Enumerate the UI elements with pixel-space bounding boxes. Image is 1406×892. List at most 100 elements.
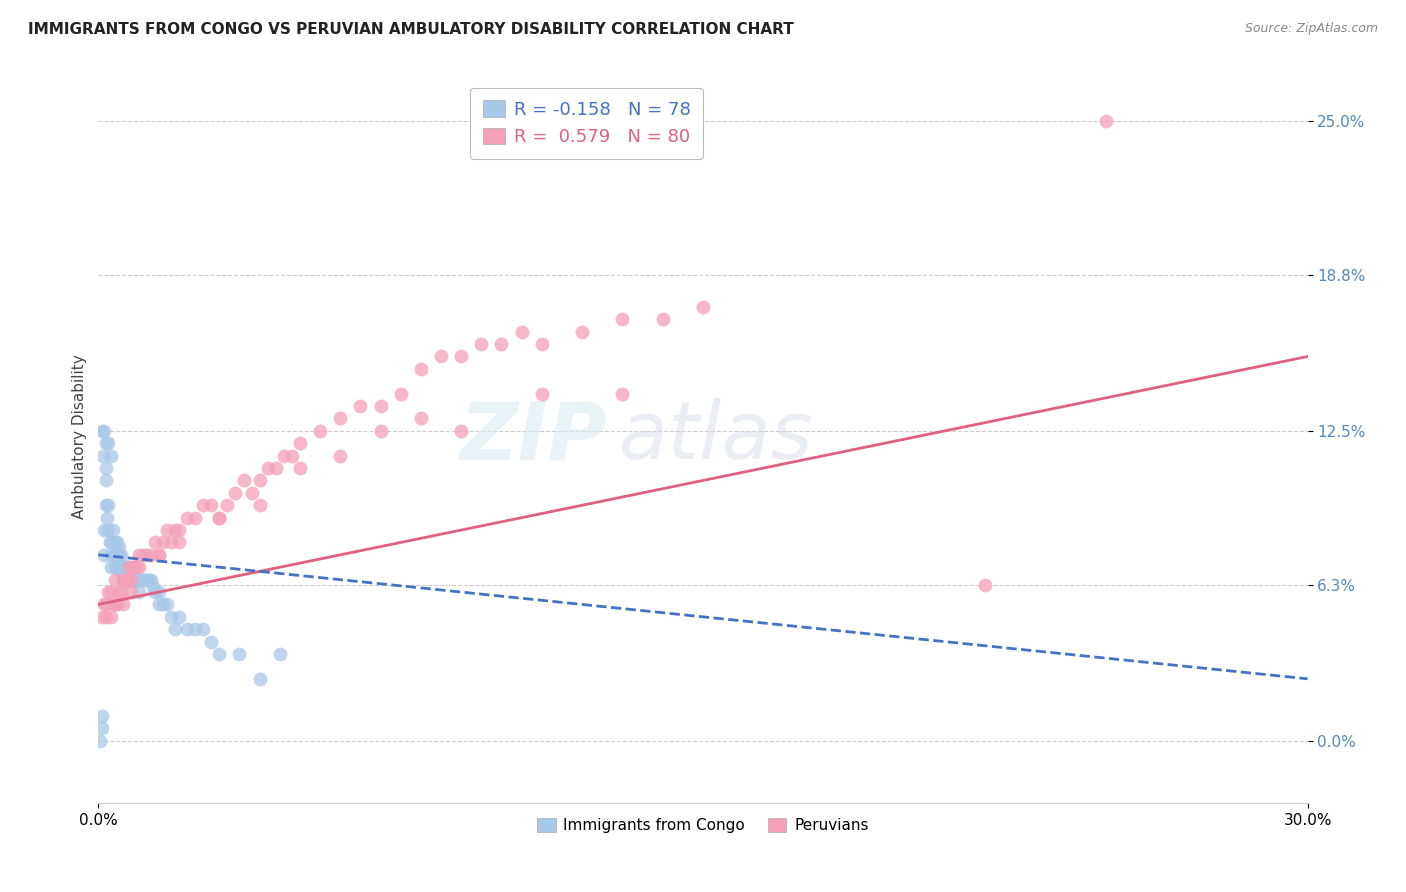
Point — [152, 598, 174, 612]
Point — [104, 548, 127, 562]
Point — [132, 548, 155, 562]
Point — [148, 585, 170, 599]
Point — [100, 548, 122, 562]
Point — [651, 312, 673, 326]
Point — [256, 461, 278, 475]
Point — [124, 560, 146, 574]
Point — [115, 560, 138, 574]
Point — [107, 585, 129, 599]
Point — [148, 548, 170, 562]
Point — [160, 610, 183, 624]
Point — [89, 734, 111, 748]
Point — [100, 610, 122, 624]
Point — [200, 634, 222, 648]
Point — [112, 560, 135, 574]
Point — [125, 560, 148, 574]
Point — [103, 548, 125, 562]
Point — [329, 449, 352, 463]
Point — [105, 598, 128, 612]
Point — [450, 424, 472, 438]
Point — [1095, 114, 1118, 128]
Point — [163, 523, 186, 537]
Point — [120, 585, 142, 599]
Point — [100, 560, 122, 574]
Point — [240, 486, 263, 500]
Point — [409, 362, 432, 376]
Point — [491, 337, 513, 351]
Point — [389, 386, 412, 401]
Point — [370, 424, 392, 438]
Point — [122, 573, 145, 587]
Point — [91, 610, 114, 624]
Point — [93, 523, 115, 537]
Point — [115, 573, 138, 587]
Text: IMMIGRANTS FROM CONGO VS PERUVIAN AMBULATORY DISABILITY CORRELATION CHART: IMMIGRANTS FROM CONGO VS PERUVIAN AMBULA… — [28, 22, 794, 37]
Point — [111, 598, 134, 612]
Point — [692, 300, 714, 314]
Point — [127, 573, 149, 587]
Point — [117, 565, 139, 579]
Point — [91, 709, 114, 723]
Point — [138, 573, 160, 587]
Point — [121, 573, 143, 587]
Point — [128, 585, 150, 599]
Point — [530, 337, 553, 351]
Point — [281, 449, 304, 463]
Point — [114, 560, 136, 574]
Point — [103, 560, 125, 574]
Point — [120, 573, 142, 587]
Point — [228, 647, 250, 661]
Point — [184, 622, 207, 636]
Point — [101, 523, 124, 537]
Point — [110, 548, 132, 562]
Y-axis label: Ambulatory Disability: Ambulatory Disability — [72, 355, 87, 519]
Point — [135, 573, 157, 587]
Point — [115, 573, 138, 587]
Point — [176, 622, 198, 636]
Point — [208, 510, 231, 524]
Point — [91, 449, 114, 463]
Point — [93, 598, 115, 612]
Point — [470, 337, 492, 351]
Point — [143, 585, 166, 599]
Point — [139, 548, 162, 562]
Point — [103, 535, 125, 549]
Point — [105, 560, 128, 574]
Point — [111, 573, 134, 587]
Point — [91, 424, 114, 438]
Point — [193, 498, 215, 512]
Point — [100, 585, 122, 599]
Point — [612, 312, 634, 326]
Point — [139, 573, 162, 587]
Point — [121, 560, 143, 574]
Point — [118, 573, 141, 587]
Point — [217, 498, 239, 512]
Point — [107, 560, 129, 574]
Point — [200, 498, 222, 512]
Point — [97, 436, 120, 450]
Point — [156, 523, 179, 537]
Point — [510, 325, 533, 339]
Point — [110, 565, 132, 579]
Point — [148, 598, 170, 612]
Point — [530, 386, 553, 401]
Point — [111, 560, 134, 574]
Point — [148, 548, 170, 562]
Point — [309, 424, 332, 438]
Point — [107, 548, 129, 562]
Point — [974, 577, 997, 591]
Point — [329, 411, 352, 425]
Point — [612, 386, 634, 401]
Point — [96, 461, 118, 475]
Point — [93, 424, 115, 438]
Point — [430, 350, 453, 364]
Point — [163, 622, 186, 636]
Point — [107, 548, 129, 562]
Point — [101, 598, 124, 612]
Point — [208, 647, 231, 661]
Point — [132, 573, 155, 587]
Point — [370, 399, 392, 413]
Point — [108, 555, 131, 569]
Point — [142, 580, 165, 594]
Point — [97, 498, 120, 512]
